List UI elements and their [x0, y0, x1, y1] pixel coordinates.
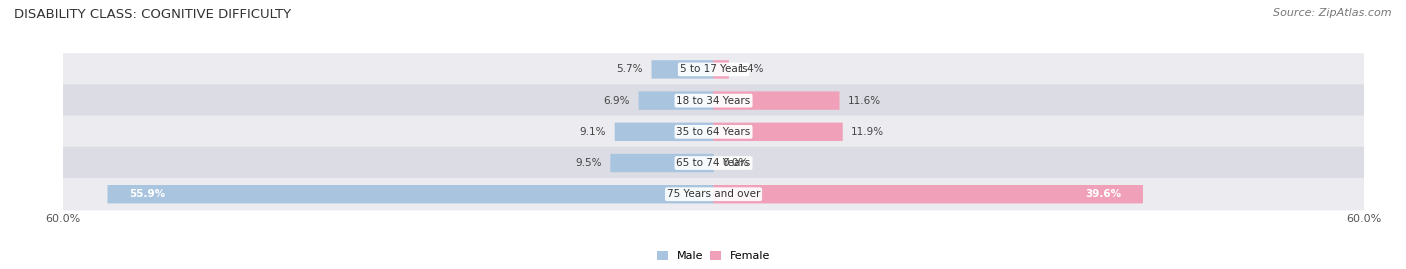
Text: 35 to 64 Years: 35 to 64 Years — [676, 127, 751, 137]
FancyBboxPatch shape — [610, 154, 714, 172]
Text: 11.6%: 11.6% — [848, 95, 882, 106]
FancyBboxPatch shape — [63, 116, 1364, 148]
Text: 6.9%: 6.9% — [603, 95, 630, 106]
FancyBboxPatch shape — [107, 185, 714, 203]
Text: 1.4%: 1.4% — [737, 64, 763, 75]
Text: 9.1%: 9.1% — [579, 127, 606, 137]
Text: 55.9%: 55.9% — [129, 189, 166, 199]
FancyBboxPatch shape — [651, 60, 714, 79]
Text: 75 Years and over: 75 Years and over — [666, 189, 761, 199]
Text: 0.0%: 0.0% — [723, 158, 748, 168]
Text: 5.7%: 5.7% — [617, 64, 643, 75]
FancyBboxPatch shape — [713, 185, 1143, 203]
Text: DISABILITY CLASS: COGNITIVE DIFFICULTY: DISABILITY CLASS: COGNITIVE DIFFICULTY — [14, 8, 291, 21]
Text: 65 to 74 Years: 65 to 74 Years — [676, 158, 751, 168]
FancyBboxPatch shape — [713, 91, 839, 110]
Text: Source: ZipAtlas.com: Source: ZipAtlas.com — [1274, 8, 1392, 18]
Text: 18 to 34 Years: 18 to 34 Years — [676, 95, 751, 106]
FancyBboxPatch shape — [63, 147, 1364, 179]
Legend: Male, Female: Male, Female — [655, 249, 772, 264]
FancyBboxPatch shape — [63, 178, 1364, 210]
FancyBboxPatch shape — [63, 53, 1364, 86]
Text: 11.9%: 11.9% — [851, 127, 884, 137]
FancyBboxPatch shape — [713, 60, 728, 79]
FancyBboxPatch shape — [614, 123, 714, 141]
FancyBboxPatch shape — [638, 91, 714, 110]
Text: 9.5%: 9.5% — [575, 158, 602, 168]
FancyBboxPatch shape — [713, 123, 842, 141]
Text: 39.6%: 39.6% — [1085, 189, 1121, 199]
FancyBboxPatch shape — [63, 84, 1364, 117]
Text: 5 to 17 Years: 5 to 17 Years — [679, 64, 748, 75]
